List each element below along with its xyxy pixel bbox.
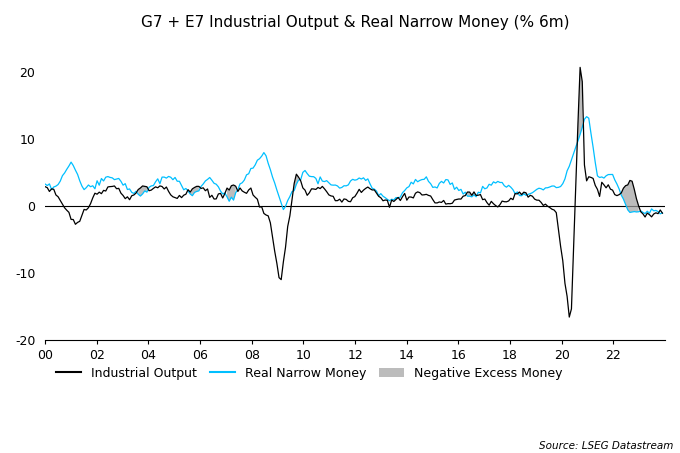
Legend: Industrial Output, Real Narrow Money, Negative Excess Money: Industrial Output, Real Narrow Money, Ne…: [52, 361, 567, 385]
Title: G7 + E7 Industrial Output & Real Narrow Money (% 6m): G7 + E7 Industrial Output & Real Narrow …: [141, 15, 569, 30]
Text: Source: LSEG Datastream: Source: LSEG Datastream: [539, 441, 673, 451]
